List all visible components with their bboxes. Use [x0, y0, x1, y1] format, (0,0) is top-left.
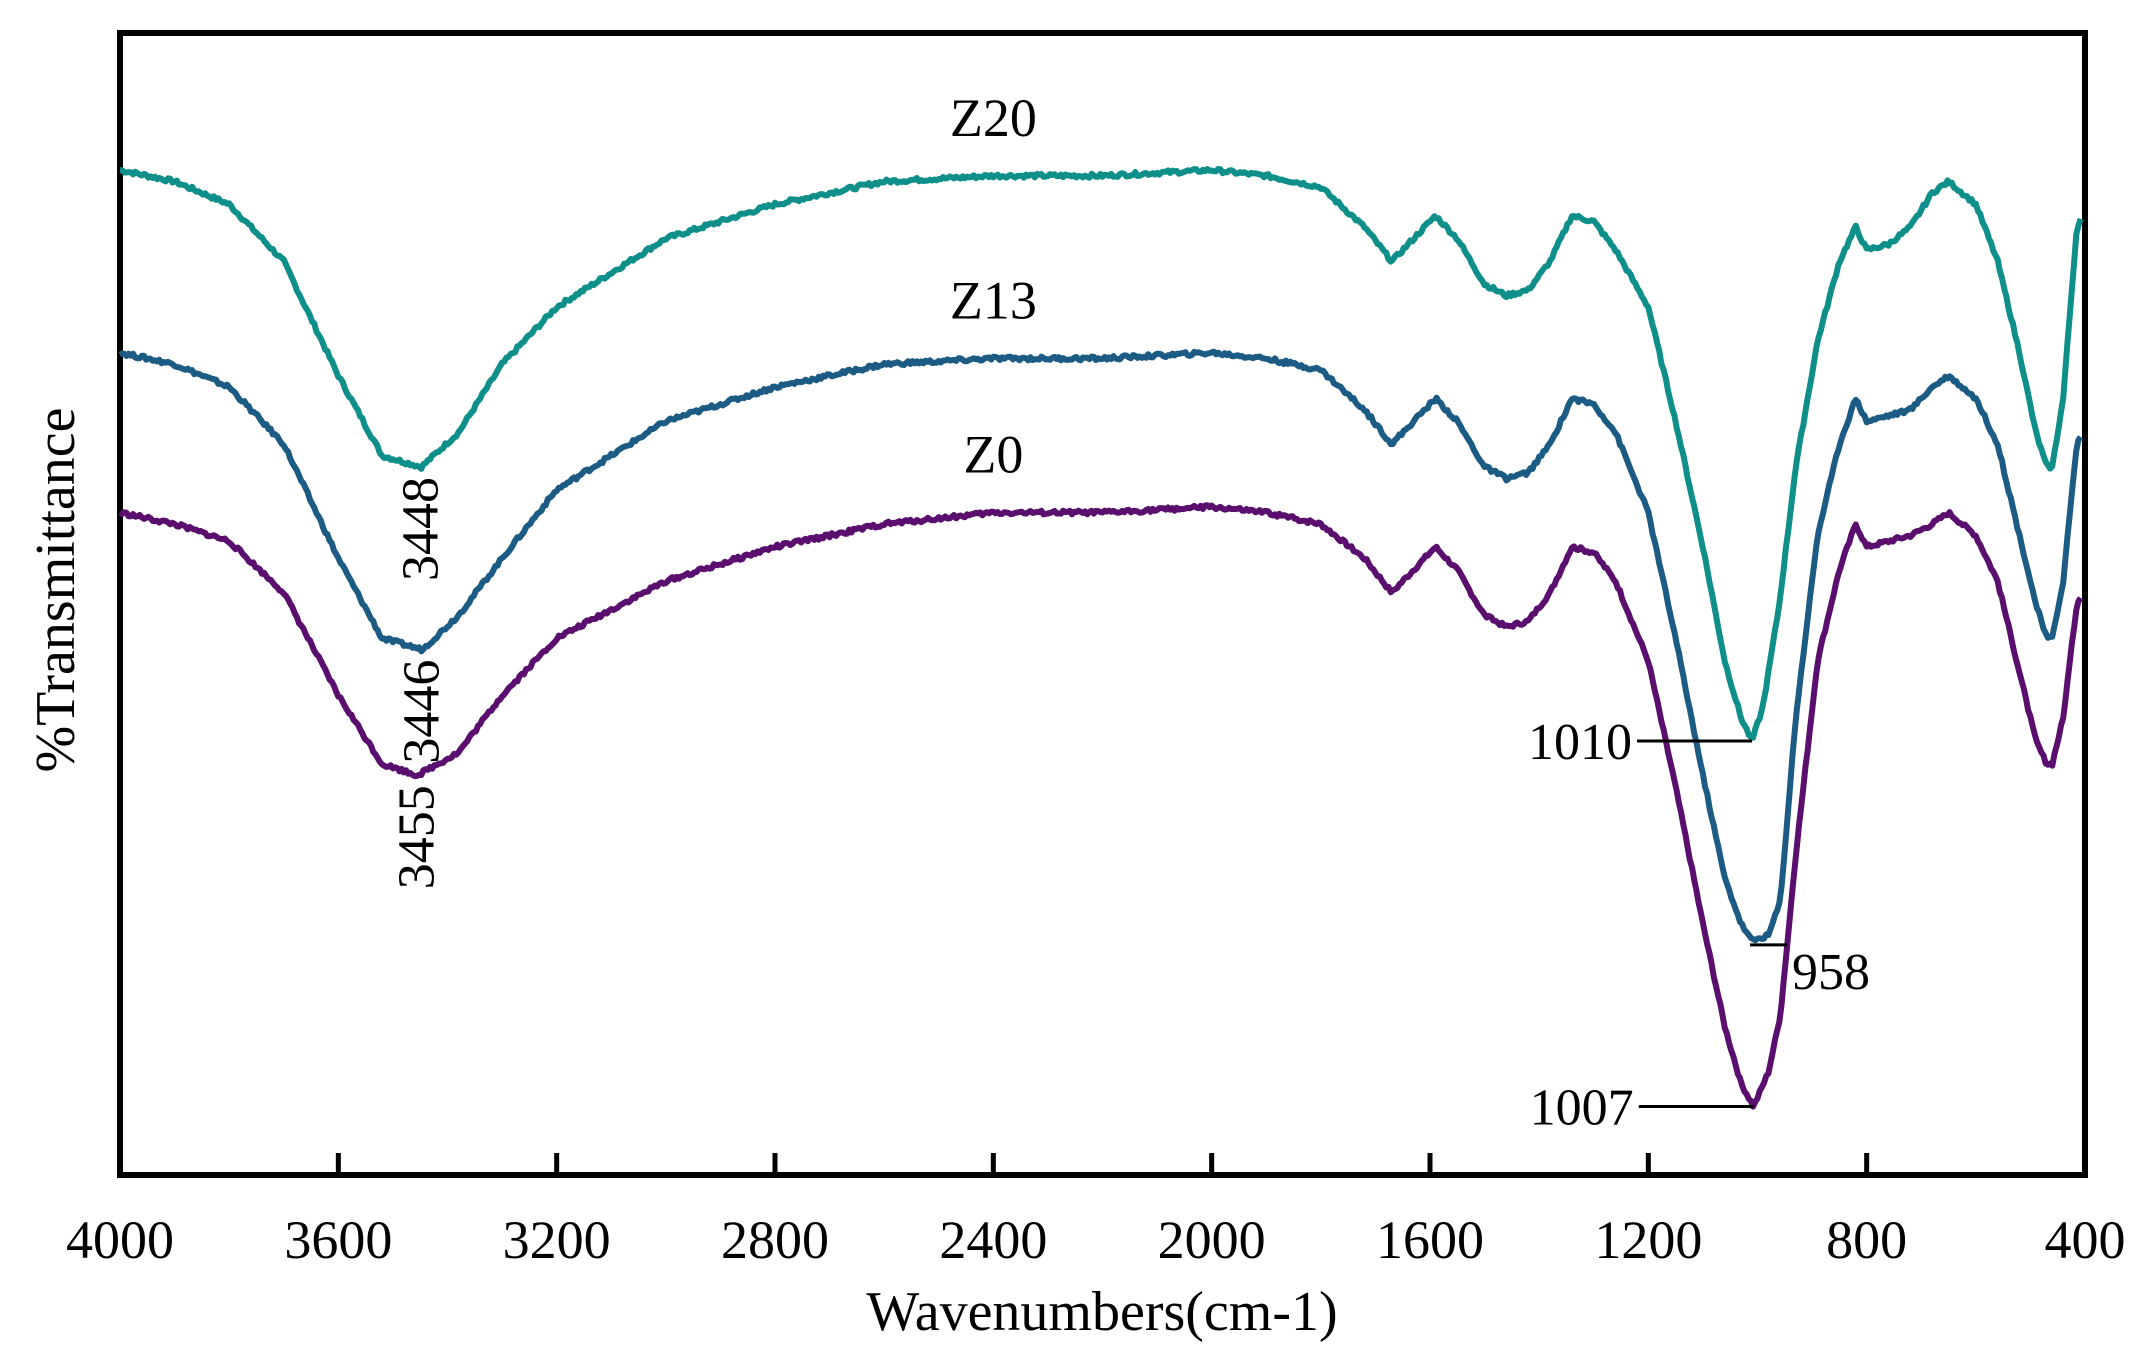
x-tick-labels: 4000 3600 3200 2800 2400 2000 1600 1200 800 400 [66, 1210, 2126, 1270]
x-tick-label-2000: 2000 [1158, 1210, 1266, 1270]
peak-label-1010: 1010 [1528, 714, 1632, 771]
x-tick-label-1200: 1200 [1594, 1210, 1702, 1270]
x-tick-label-3600: 3600 [284, 1210, 392, 1270]
peak-label-958: 958 [1792, 944, 1870, 1001]
series-label-z0: Z0 [963, 425, 1023, 485]
series-label-z20: Z20 [950, 88, 1037, 148]
series-line-z13 [118, 348, 2084, 944]
x-tick-label-800: 800 [1826, 1210, 1907, 1270]
series-labels: Z20 Z13 Z0 [950, 88, 1037, 485]
x-tick-label-400: 400 [2045, 1210, 2126, 1270]
plot-frame [117, 30, 2088, 1178]
x-tick-label-2400: 2400 [939, 1210, 1047, 1270]
series-group [118, 166, 2084, 1110]
series-line-z0 [118, 502, 2084, 1110]
series-line-z20 [119, 166, 2084, 741]
x-tick-label-1600: 1600 [1376, 1210, 1484, 1270]
x-axis-label: Wavenumbers(cm-1) [866, 1281, 1337, 1343]
peak-label-3446: 3446 [393, 660, 450, 764]
peak-label-3455: 3455 [388, 785, 445, 889]
y-axis-label: %Transmittance [25, 408, 87, 773]
peak-label-3448: 3448 [392, 477, 449, 581]
peak-annotations: 3448 3446 3455 1010 958 1007 [388, 477, 1870, 1137]
series-label-z13: Z13 [950, 270, 1037, 330]
peak-label-1007: 1007 [1530, 1079, 1634, 1136]
x-tick-label-2800: 2800 [721, 1210, 829, 1270]
x-tick-label-4000: 4000 [66, 1210, 174, 1270]
x-ticks [117, 1153, 2088, 1175]
x-tick-label-3200: 3200 [503, 1210, 611, 1270]
